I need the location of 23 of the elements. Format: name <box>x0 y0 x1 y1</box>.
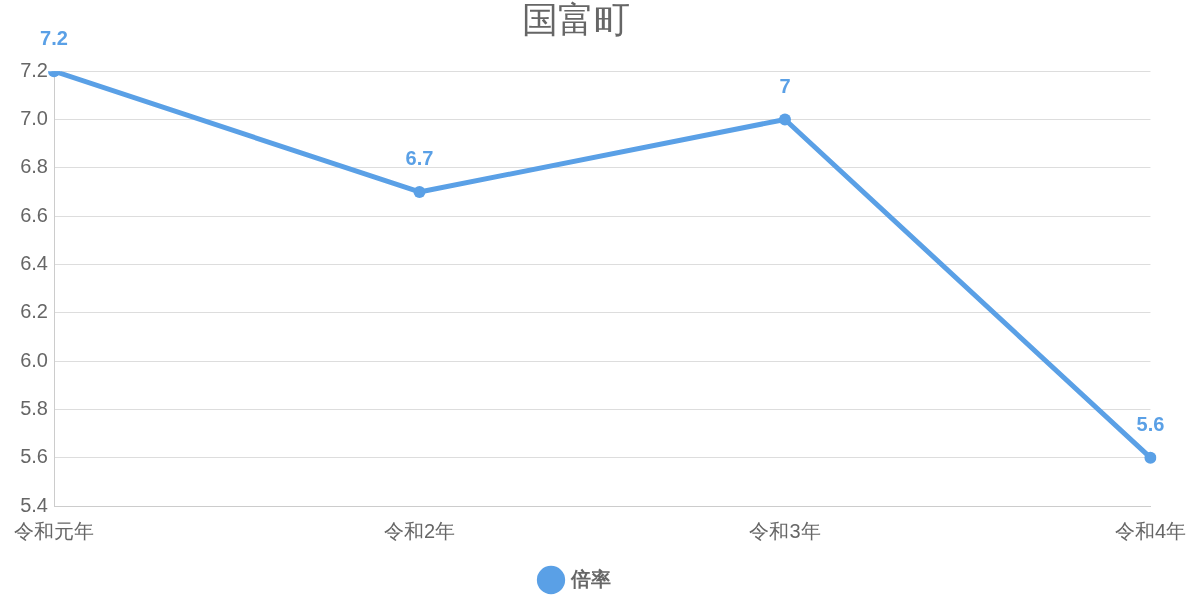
y-tick-label: 6.0 <box>20 348 48 371</box>
data-label: 7.2 <box>40 26 68 49</box>
data-label: 5.6 <box>1136 413 1165 436</box>
x-tick-label: 令和3年 <box>749 519 821 542</box>
y-tick-label: 5.4 <box>20 493 48 516</box>
chart-title: 国富町 <box>522 0 630 40</box>
point <box>1144 451 1157 464</box>
x-tick-label: 令和元年 <box>14 519 94 542</box>
point <box>778 113 791 126</box>
legend-label: 倍率 <box>570 567 611 590</box>
x-tick-label: 令和4年 <box>1114 519 1186 542</box>
y-tick-label: 7.0 <box>20 107 48 130</box>
y-tick-label: 7.2 <box>20 58 48 81</box>
y-tick-label: 6.6 <box>20 203 48 226</box>
y-tick-label: 6.2 <box>20 300 48 323</box>
data-label: 6.7 <box>405 147 434 170</box>
y-tick-label: 6.8 <box>20 155 48 178</box>
point <box>413 185 426 198</box>
data-label: 7 <box>779 75 791 98</box>
x-tick-label: 令和2年 <box>383 519 456 542</box>
y-tick-label: 6.4 <box>20 251 48 274</box>
y-tick-label: 5.6 <box>20 445 48 468</box>
y-tick-label: 5.8 <box>20 396 48 419</box>
